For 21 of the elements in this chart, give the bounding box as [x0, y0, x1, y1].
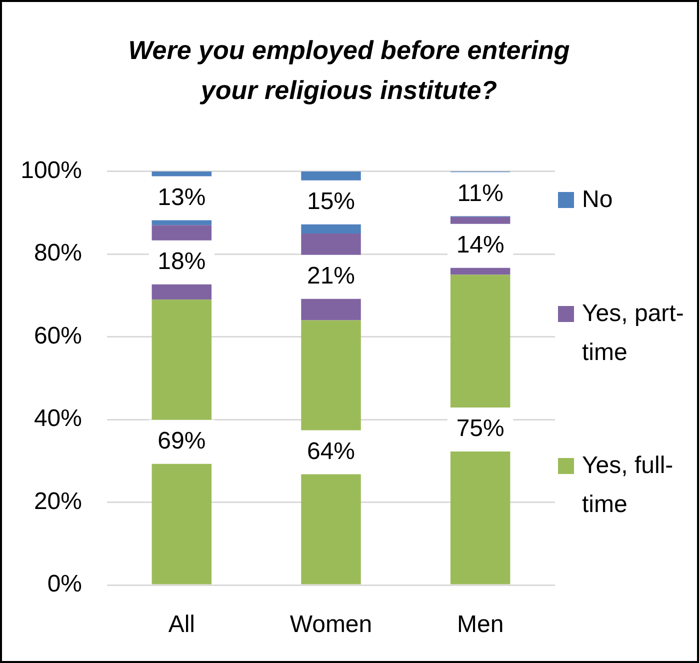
y-tick-label: 20% — [34, 488, 82, 515]
x-tick-label: All — [168, 611, 196, 638]
legend-label: No — [582, 185, 614, 215]
data-label: 64% — [306, 438, 356, 465]
chart-title: Were you employed before entering your religious institute? — [127, 34, 571, 107]
y-tick-label: 0% — [47, 570, 82, 598]
legend-label: Yes, full-time — [582, 451, 674, 520]
legend-label: Yes, part-time — [582, 298, 685, 368]
data-label: 14% — [456, 231, 504, 258]
data-label: 18% — [158, 248, 206, 276]
y-tick-label: 40% — [34, 405, 82, 432]
y-tick-label: 100% — [20, 157, 82, 184]
data-label: 15% — [306, 188, 356, 216]
data-label: 69% — [158, 428, 206, 455]
x-tick-label: Women — [290, 611, 372, 638]
data-label: 75% — [456, 415, 504, 442]
y-tick-label: 80% — [34, 240, 82, 267]
y-tick-label: 60% — [34, 322, 82, 350]
data-label: 21% — [306, 262, 356, 290]
data-label: 13% — [158, 184, 206, 211]
x-tick-label: Men — [456, 611, 504, 638]
